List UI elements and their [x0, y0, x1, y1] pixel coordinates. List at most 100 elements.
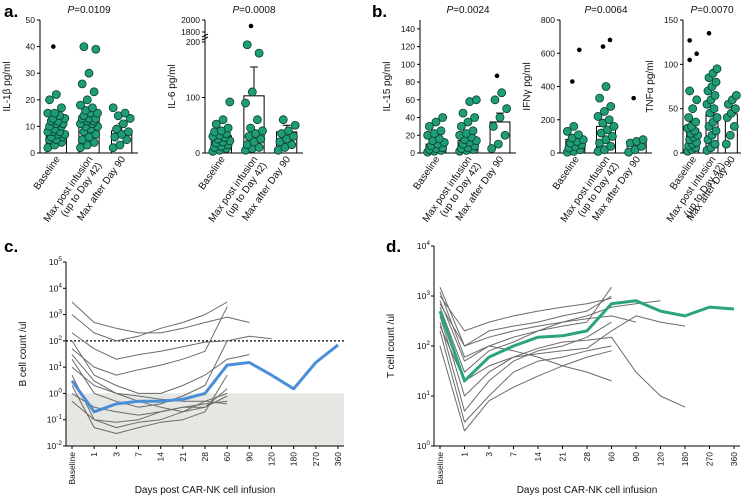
axis-break-a2	[201, 33, 209, 38]
y-tick-label-c: 105	[49, 256, 62, 267]
data-point-a2	[287, 140, 297, 150]
data-point-b3	[688, 104, 698, 114]
y-tick-label-d: 100	[417, 440, 430, 451]
y-tick-label-a2: 1800	[181, 27, 200, 37]
x-tick-label-c: 270	[311, 452, 321, 466]
data-point-a2	[258, 126, 267, 136]
data-point-b2	[569, 122, 579, 131]
x-tick-label-c: 28	[200, 452, 210, 462]
x-tick-label-d: 7	[509, 452, 519, 457]
y-tick-label-c: 103	[49, 309, 62, 320]
y-tick-label-b1: 20	[406, 130, 416, 140]
data-point-a1	[93, 108, 102, 118]
data-point-b3	[721, 139, 731, 149]
outlier-point-b3	[706, 31, 712, 36]
data-point-a1	[108, 103, 118, 113]
y-tick-label-b1: 60	[406, 95, 416, 105]
data-point-a1	[50, 108, 60, 118]
data-point-b1	[424, 122, 434, 131]
outlier-point-b2	[631, 95, 636, 101]
y-tick-label-b2: 400	[541, 82, 555, 92]
data-point-a2	[253, 115, 262, 125]
y-tick-label-a1: 10	[26, 121, 36, 131]
patient-line-d	[439, 286, 612, 373]
patient-line-c	[71, 301, 250, 334]
data-point-a1	[112, 124, 121, 134]
data-point-b3	[712, 64, 722, 74]
y-tick-label-d: 103	[417, 290, 430, 301]
x-tick-label-c: 1	[89, 452, 99, 457]
y-tick-label-b2: 0	[550, 148, 555, 158]
patient-line-c	[71, 306, 228, 376]
y-tick-label-b2: 600	[541, 48, 555, 58]
patient-line-d	[439, 315, 686, 408]
patient-line-d	[439, 330, 612, 423]
x-tick-label-d: 14	[533, 452, 543, 462]
data-point-b3	[711, 77, 721, 87]
x-category-label-b1: Baseline	[411, 154, 442, 192]
data-point-b3	[692, 95, 702, 105]
data-point-a2	[242, 40, 252, 50]
data-point-b3	[711, 126, 721, 136]
data-point-b2	[574, 130, 583, 140]
x-tick-label-d: 360	[729, 452, 739, 466]
data-point-a2	[290, 120, 300, 130]
y-tick-label-b3: 50	[669, 104, 679, 114]
outlier-point-b2	[600, 44, 606, 49]
patient-line-d	[439, 300, 661, 362]
y-tick-label-c: 102	[49, 335, 62, 346]
axis-break-a2	[201, 36, 209, 41]
data-point-b2	[604, 115, 614, 125]
data-point-b1	[458, 108, 468, 118]
x-tick-label-c: 120	[267, 452, 277, 466]
data-point-b3	[730, 104, 740, 114]
data-point-b2	[562, 126, 572, 136]
data-point-a2	[256, 134, 266, 144]
x-tick-label-d: 1	[460, 452, 470, 457]
outlier-point-b3	[694, 51, 699, 56]
data-point-b3	[691, 117, 701, 127]
panel-letter-c: c.	[4, 237, 18, 256]
data-point-b1	[497, 88, 507, 98]
data-point-b1	[456, 122, 466, 131]
data-point-b2	[601, 82, 611, 91]
data-point-a1	[51, 90, 61, 99]
y-tick-label-d: 101	[417, 390, 430, 401]
data-point-b3	[731, 90, 741, 100]
median-line-c	[70, 343, 339, 414]
data-point-a2	[278, 115, 288, 125]
patient-line-c	[71, 354, 228, 413]
data-point-b1	[488, 122, 498, 131]
data-point-a1	[118, 119, 128, 129]
data-point-a2	[211, 119, 221, 129]
x-axis-label-c: Days post CAR-NK cell infusion	[135, 485, 276, 496]
data-point-b1	[468, 126, 478, 136]
data-point-a1	[120, 108, 130, 118]
y-tick-label-b1: 140	[401, 24, 415, 34]
y-axis-label-d: T cell count /ul	[386, 314, 397, 378]
y-tick-label-b1: 0	[410, 148, 415, 158]
data-point-a1	[57, 103, 66, 113]
data-point-a2	[289, 131, 298, 141]
y-tick-label-c: 10-1	[47, 414, 63, 425]
data-point-b3	[725, 130, 735, 140]
data-point-b3	[710, 139, 720, 149]
y-axis-label-a2: IL-6 pg/ml	[167, 64, 178, 108]
patient-line-d	[439, 295, 612, 332]
y-tick-label-b1: 40	[406, 113, 416, 123]
panel-title-b1: P=0.0024	[446, 5, 490, 16]
data-point-a2	[246, 123, 255, 133]
x-tick-label-c: 21	[178, 452, 188, 462]
data-point-b2	[638, 135, 648, 145]
panel-title-a1: P=0.0109	[67, 5, 111, 16]
x-tick-label-d: 120	[656, 452, 666, 466]
data-point-b3	[709, 104, 719, 114]
y-tick-label-d: 104	[417, 240, 430, 251]
data-point-a1	[82, 95, 92, 105]
y-tick-label-a2: 2000	[181, 15, 200, 25]
x-tick-label-d: 90	[631, 452, 641, 462]
data-point-a2	[254, 48, 264, 58]
